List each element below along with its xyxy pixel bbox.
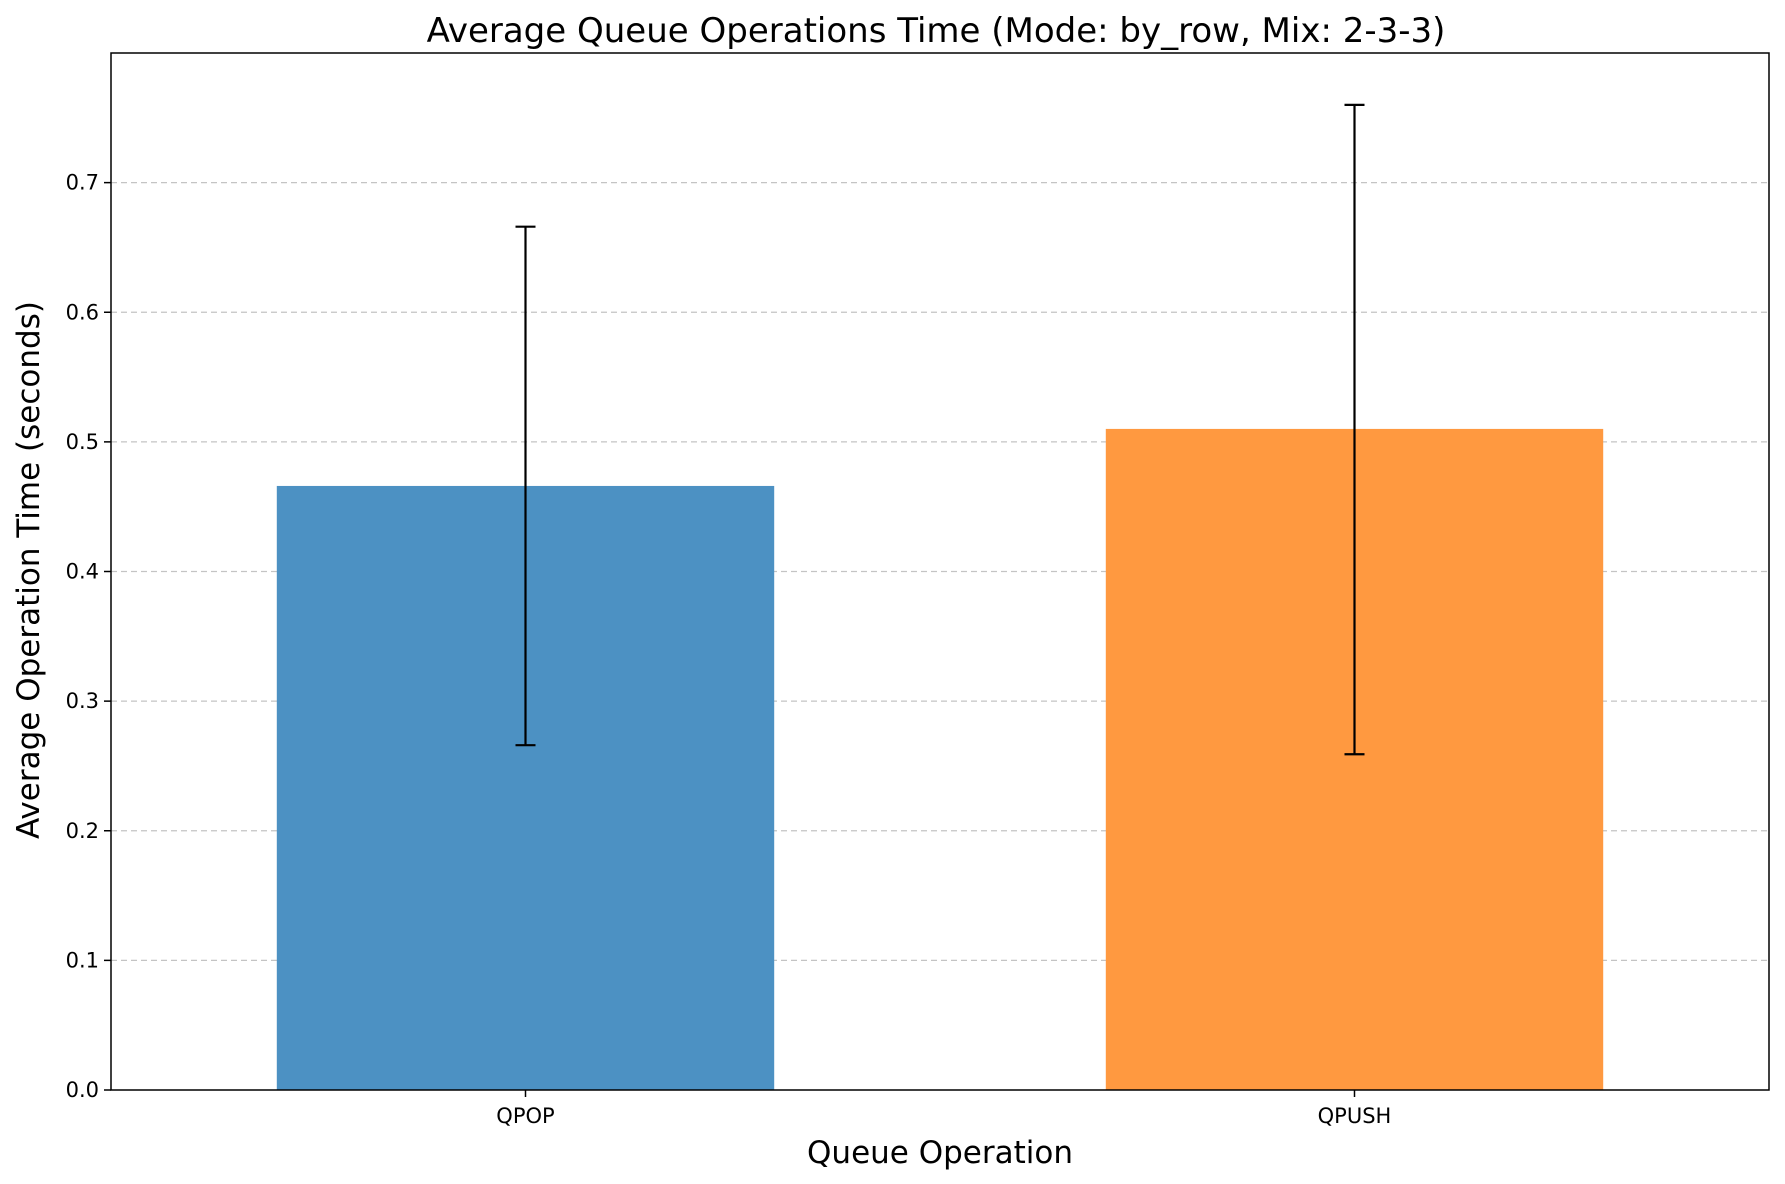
y-tick-label: 0.4 xyxy=(66,560,99,584)
y-axis-label: Average Operation Time (seconds) xyxy=(11,301,47,839)
x-tick-label: QPUSH xyxy=(1318,1104,1392,1128)
y-tick-label: 0.1 xyxy=(66,948,99,972)
y-tick-label: 0.5 xyxy=(66,430,99,454)
y-tick-label: 0.6 xyxy=(66,300,99,324)
y-tick-label: 0.7 xyxy=(66,171,99,195)
x-axis-ticks: QPOP QPUSH xyxy=(496,1090,1391,1128)
error-bars xyxy=(515,103,1365,756)
chart-title: Average Queue Operations Time (Mode: by_… xyxy=(427,11,1446,51)
y-tick-label: 0.0 xyxy=(66,1078,99,1102)
y-axis-ticks: 0.0 0.1 0.2 0.3 0.4 0.5 0.6 0.7 xyxy=(66,171,111,1102)
x-axis-label: Queue Operation xyxy=(807,1135,1073,1171)
y-tick-label: 0.2 xyxy=(66,819,99,843)
y-tick-label: 0.3 xyxy=(66,689,99,713)
x-tick-label: QPOP xyxy=(496,1104,554,1128)
